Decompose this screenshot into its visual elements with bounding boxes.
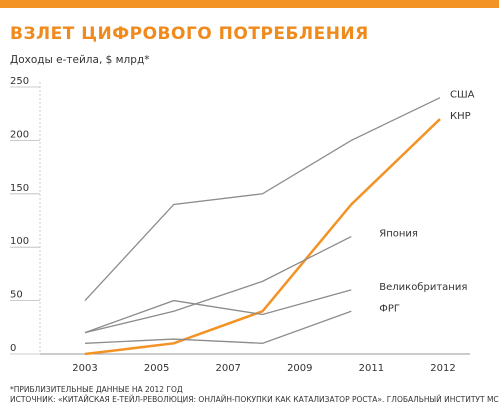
y-tick-label: 100 bbox=[10, 236, 29, 247]
series-line bbox=[84, 118, 441, 356]
source: ИСТОЧНИК: «КИТАЙСКАЯ Е-ТЕЙЛ-РЕВОЛЮЦИЯ: О… bbox=[10, 395, 499, 404]
y-tick-label: 150 bbox=[10, 183, 29, 194]
series-label: ФРГ bbox=[379, 303, 400, 314]
header-bar bbox=[0, 0, 499, 8]
series-label: Япония bbox=[379, 229, 418, 240]
series-label: США bbox=[450, 90, 475, 101]
footnote: *ПРИБЛИЗИТЕЛЬНЫЕ ДАННЫЕ НА 2012 ГОД bbox=[10, 385, 183, 394]
x-tick-label: 2011 bbox=[359, 363, 384, 374]
y-tick-label: 250 bbox=[10, 76, 29, 87]
y-tick-label: 50 bbox=[10, 290, 23, 301]
x-tick-label: 2012 bbox=[430, 363, 455, 374]
series-line bbox=[84, 310, 352, 344]
y-tick-label: 0 bbox=[10, 343, 16, 354]
x-tick-label: 2007 bbox=[215, 363, 240, 374]
series-label: Великобритания bbox=[379, 282, 467, 293]
chart-title: ВЗЛЕТ ЦИФРОВОГО ПОТРЕБЛЕНИЯ bbox=[10, 24, 369, 44]
y-tick-label: 200 bbox=[10, 129, 29, 140]
x-tick-label: 2009 bbox=[287, 363, 312, 374]
series-line bbox=[84, 97, 441, 302]
x-tick-label: 2005 bbox=[144, 363, 169, 374]
series-line bbox=[84, 235, 352, 334]
series-line bbox=[84, 289, 352, 334]
chart-subtitle: Доходы е-тейла, $ млрд* bbox=[10, 54, 149, 66]
series-label: КНР bbox=[450, 111, 471, 122]
x-tick-label: 2003 bbox=[72, 363, 97, 374]
